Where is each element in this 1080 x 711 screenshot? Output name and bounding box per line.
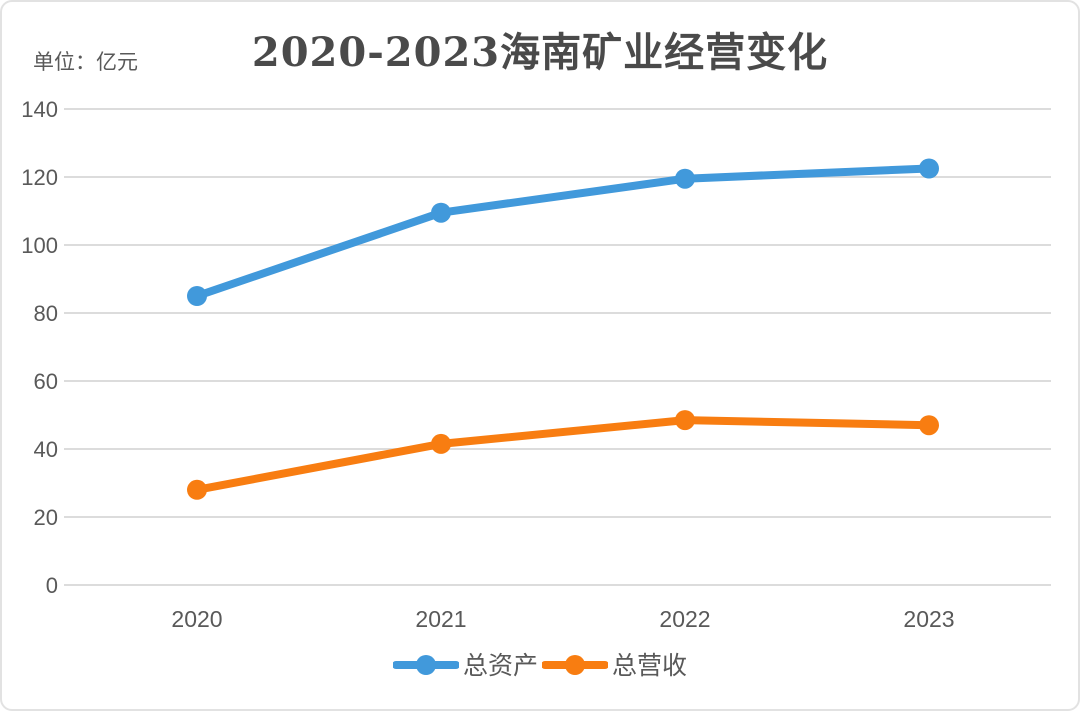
chart-title: 2020-2023海南矿业经营变化 [251, 29, 829, 76]
y-tick-label: 40 [34, 437, 58, 462]
legend-item-0: 总资产 [392, 650, 538, 680]
series-marker-1 [431, 433, 451, 454]
y-tick-label: 60 [34, 369, 58, 394]
series-line-0 [193, 164, 933, 300]
series-marker-1 [919, 415, 939, 436]
unit-label: 单位：亿元 [33, 50, 138, 74]
series-marker-0 [919, 158, 939, 179]
legend-line-marker-icon [542, 655, 608, 675]
series-marker-0 [431, 202, 451, 223]
series-marker-1 [675, 410, 695, 431]
y-tick-label: 20 [34, 505, 58, 530]
series-marker-1 [187, 479, 207, 500]
legend-label: 总营收 [612, 650, 688, 680]
y-tick-label: 0 [46, 573, 58, 598]
series-line-1 [193, 416, 933, 494]
y-tick-label: 100 [21, 233, 58, 258]
series-marker-0 [675, 168, 695, 189]
legend-label: 总资产 [462, 650, 538, 680]
series-marker-0 [187, 286, 207, 306]
legend-line-marker-icon [392, 655, 459, 675]
y-tick-label: 120 [21, 165, 58, 190]
x-tick-label: 2020 [171, 606, 222, 632]
legend-item-1: 总营收 [542, 652, 687, 678]
x-tick-label: 2023 [903, 606, 954, 632]
x-tick-label: 2022 [659, 606, 710, 632]
y-tick-label: 140 [21, 97, 58, 122]
chart-legend: 总资产 总营收 [0, 652, 1080, 678]
x-tick-label: 2021 [415, 606, 466, 632]
y-tick-label: 80 [34, 301, 58, 326]
